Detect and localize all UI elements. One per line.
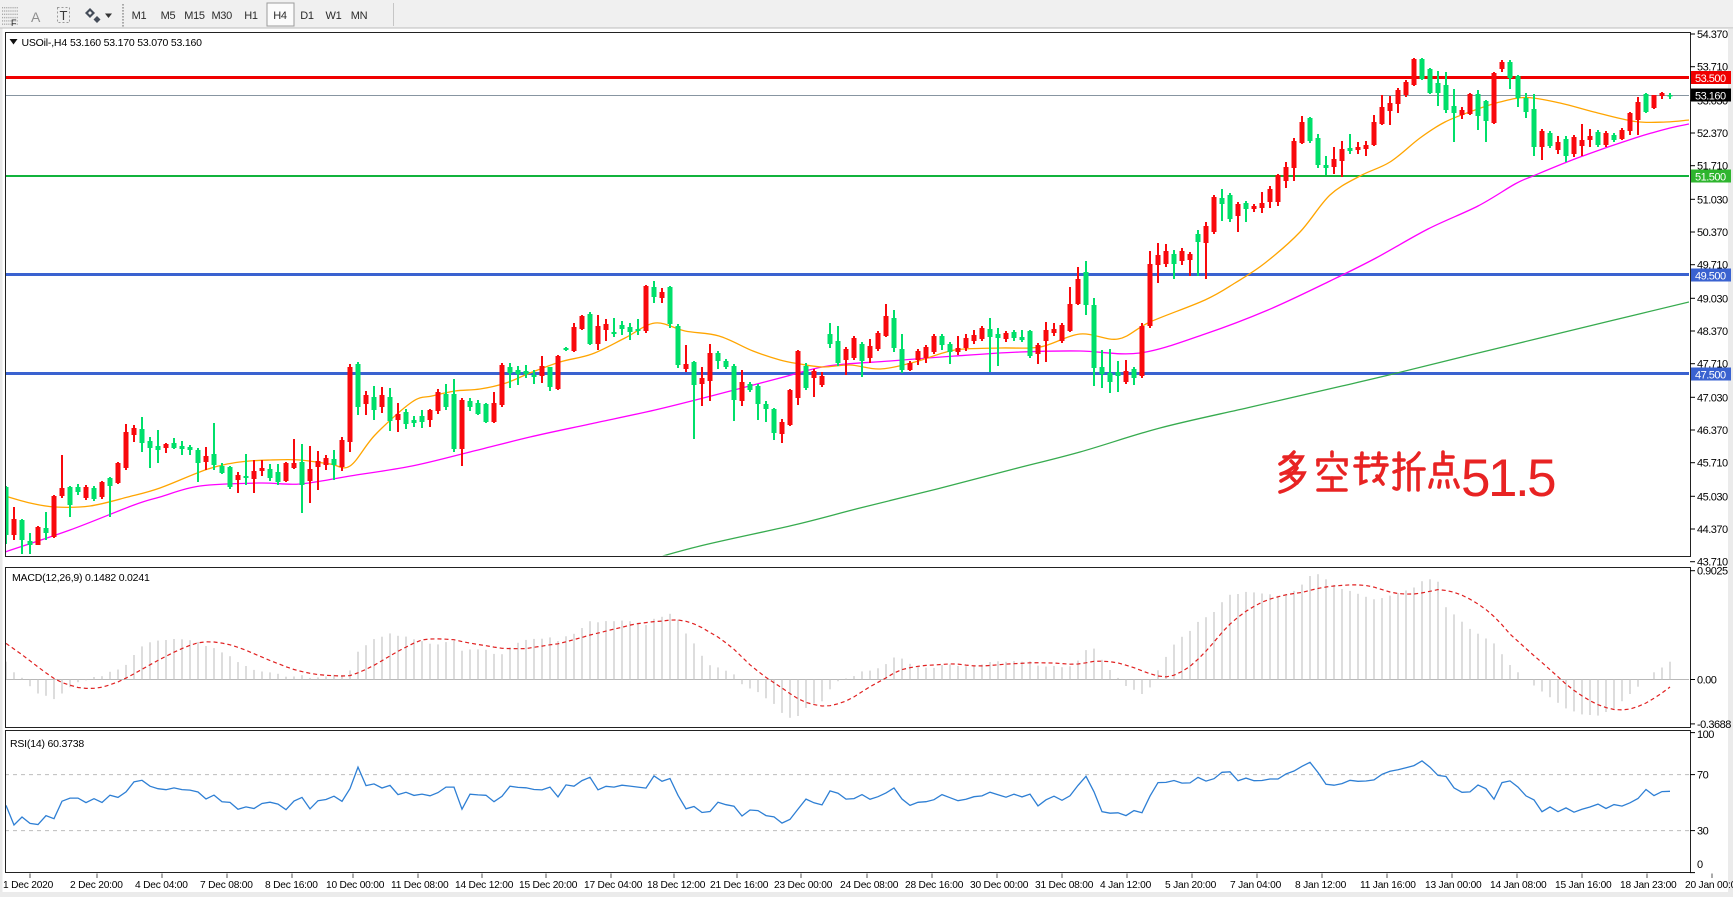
svg-text:53.710: 53.710 bbox=[1697, 62, 1728, 74]
svg-text:15 Dec 20:00: 15 Dec 20:00 bbox=[519, 880, 578, 891]
svg-text:100: 100 bbox=[1697, 729, 1714, 741]
svg-text:M15: M15 bbox=[184, 10, 205, 22]
svg-text:31 Dec 08:00: 31 Dec 08:00 bbox=[1035, 880, 1094, 891]
svg-text:4 Dec 04:00: 4 Dec 04:00 bbox=[135, 880, 188, 891]
svg-text:D1: D1 bbox=[300, 10, 314, 22]
svg-text:45.710: 45.710 bbox=[1697, 458, 1728, 470]
svg-text:51.5: 51.5 bbox=[1461, 449, 1555, 508]
svg-text:A: A bbox=[31, 9, 41, 25]
svg-text:30: 30 bbox=[1697, 826, 1709, 838]
svg-text:8 Jan 12:00: 8 Jan 12:00 bbox=[1295, 880, 1347, 891]
svg-text:0.9025: 0.9025 bbox=[1697, 566, 1728, 578]
svg-text:23 Dec 00:00: 23 Dec 00:00 bbox=[774, 880, 833, 891]
svg-text:51.500: 51.500 bbox=[1695, 172, 1726, 184]
svg-text:H1: H1 bbox=[244, 10, 258, 22]
svg-text:8 Dec 16:00: 8 Dec 16:00 bbox=[265, 880, 318, 891]
svg-text:43.710: 43.710 bbox=[1697, 557, 1728, 569]
svg-text:18 Dec 12:00: 18 Dec 12:00 bbox=[647, 880, 706, 891]
svg-text:1 Dec 2020: 1 Dec 2020 bbox=[3, 880, 54, 891]
svg-text:20 Jan 00:00: 20 Jan 00:00 bbox=[1685, 880, 1733, 891]
svg-text:45.030: 45.030 bbox=[1697, 491, 1728, 503]
svg-text:H4: H4 bbox=[273, 10, 287, 22]
svg-text:15 Jan 16:00: 15 Jan 16:00 bbox=[1555, 880, 1612, 891]
svg-text:53.500: 53.500 bbox=[1695, 73, 1726, 85]
svg-text:53.160 53.170 53.070 53.160: 53.160 53.170 53.070 53.160 bbox=[70, 37, 202, 49]
svg-text:M1: M1 bbox=[132, 10, 147, 22]
svg-text:4 Jan 12:00: 4 Jan 12:00 bbox=[1100, 880, 1152, 891]
svg-text:24 Dec 08:00: 24 Dec 08:00 bbox=[840, 880, 899, 891]
svg-text:49.500: 49.500 bbox=[1695, 271, 1726, 283]
svg-text:5 Jan 20:00: 5 Jan 20:00 bbox=[1165, 880, 1217, 891]
svg-text:46.370: 46.370 bbox=[1697, 425, 1728, 437]
svg-text:11 Dec 08:00: 11 Dec 08:00 bbox=[391, 880, 449, 891]
svg-text:47.500: 47.500 bbox=[1695, 370, 1726, 382]
svg-text:M30: M30 bbox=[211, 10, 232, 22]
svg-text:14 Dec 12:00: 14 Dec 12:00 bbox=[455, 880, 514, 891]
svg-text:M5: M5 bbox=[161, 10, 176, 22]
svg-text:2 Dec 20:00: 2 Dec 20:00 bbox=[70, 880, 123, 891]
svg-text:70: 70 bbox=[1697, 770, 1709, 782]
svg-text:54.370: 54.370 bbox=[1697, 29, 1728, 41]
svg-text:52.370: 52.370 bbox=[1697, 128, 1728, 140]
svg-text:44.370: 44.370 bbox=[1697, 524, 1728, 536]
svg-text:MN: MN bbox=[351, 10, 368, 22]
svg-text:0: 0 bbox=[1697, 859, 1703, 871]
svg-text:14 Jan 08:00: 14 Jan 08:00 bbox=[1490, 880, 1547, 891]
svg-text:F: F bbox=[11, 18, 17, 28]
svg-text:21 Dec 16:00: 21 Dec 16:00 bbox=[710, 880, 769, 891]
svg-text:11 Jan 16:00: 11 Jan 16:00 bbox=[1360, 880, 1416, 891]
svg-text:53.160: 53.160 bbox=[1695, 91, 1726, 103]
svg-text:W1: W1 bbox=[326, 10, 342, 22]
svg-text:10 Dec 00:00: 10 Dec 00:00 bbox=[326, 880, 385, 891]
svg-text:13 Jan 00:00: 13 Jan 00:00 bbox=[1425, 880, 1482, 891]
svg-text:48.370: 48.370 bbox=[1697, 326, 1728, 338]
svg-text:USOil-,H4: USOil-,H4 bbox=[22, 37, 68, 49]
svg-text:-0.3688: -0.3688 bbox=[1697, 719, 1731, 731]
svg-text:17 Dec 04:00: 17 Dec 04:00 bbox=[584, 880, 643, 891]
svg-text:7 Jan 04:00: 7 Jan 04:00 bbox=[1230, 880, 1282, 891]
svg-text:RSI(14) 60.3738: RSI(14) 60.3738 bbox=[10, 738, 84, 750]
svg-text:50.370: 50.370 bbox=[1697, 227, 1728, 239]
svg-text:18 Jan 23:00: 18 Jan 23:00 bbox=[1620, 880, 1677, 891]
svg-text:51.030: 51.030 bbox=[1697, 194, 1728, 206]
svg-text:28 Dec 16:00: 28 Dec 16:00 bbox=[905, 880, 964, 891]
svg-text:0.00: 0.00 bbox=[1697, 675, 1717, 687]
svg-text:MACD(12,26,9) 0.1482 0.0241: MACD(12,26,9) 0.1482 0.0241 bbox=[12, 572, 150, 584]
svg-text:T: T bbox=[60, 8, 68, 23]
svg-text:47.030: 47.030 bbox=[1697, 392, 1728, 404]
svg-text:49.030: 49.030 bbox=[1697, 293, 1728, 305]
svg-text:7 Dec 08:00: 7 Dec 08:00 bbox=[200, 880, 253, 891]
svg-text:30 Dec 00:00: 30 Dec 00:00 bbox=[970, 880, 1029, 891]
